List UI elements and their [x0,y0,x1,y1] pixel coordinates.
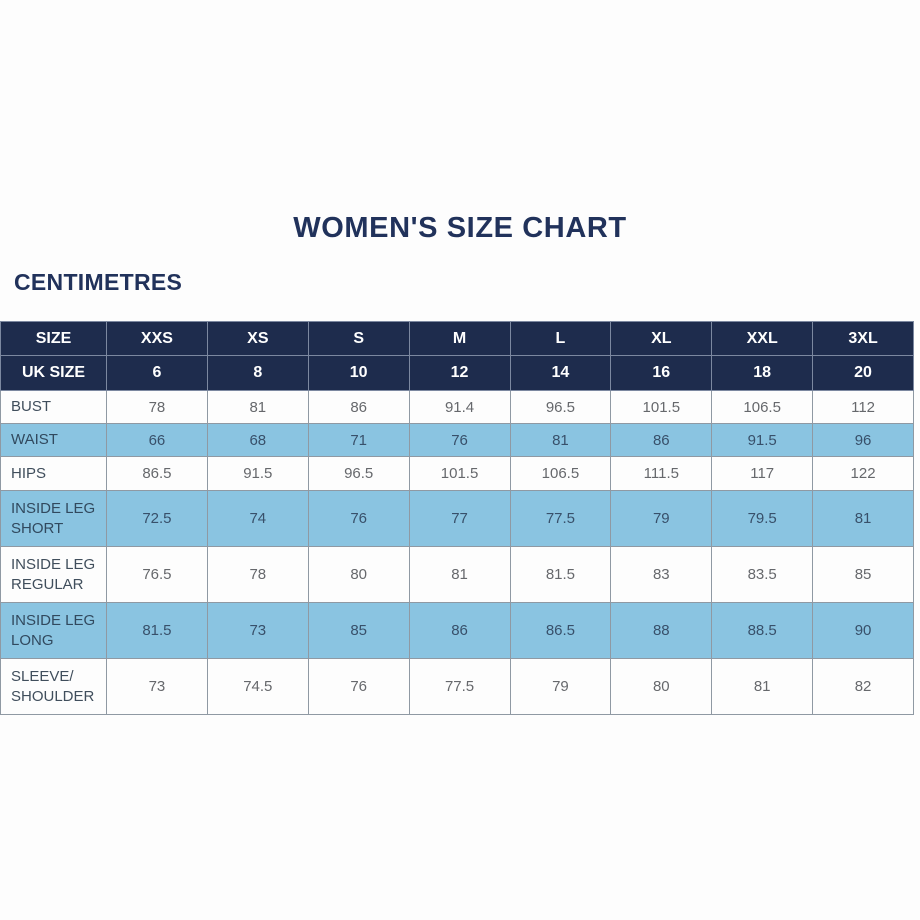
uk-size-cell: 6 [106,355,208,391]
uk-size-row: UK SIZE 6 8 10 12 14 16 18 20 [0,355,914,391]
size-col-header: M [408,321,511,356]
value-cell: 101.5 [408,456,511,491]
value-cell: 76 [307,658,410,715]
size-col-header: XXS [106,321,208,356]
table-row-sleeve-shoulder: SLEEVE/ SHOULDER 73 74.5 76 77.5 79 80 8… [0,658,914,715]
value-cell: 68 [206,423,309,457]
value-cell: 85 [812,546,914,603]
value-cell: 77 [408,490,511,547]
size-header-cell: SIZE [0,321,107,356]
value-cell: 76 [307,490,410,547]
value-cell: 79 [610,490,713,547]
value-cell: 112 [812,390,914,424]
value-cell: 73 [106,658,208,715]
row-label-cell: SLEEVE/ SHOULDER [0,658,107,715]
value-cell: 82 [812,658,914,715]
value-cell: 76 [408,423,511,457]
value-cell: 83.5 [711,546,814,603]
table-row-waist: WAIST 66 68 71 76 81 86 91.5 96 [0,423,914,457]
value-cell: 79.5 [711,490,814,547]
value-cell: 72.5 [106,490,208,547]
table-row-inside-leg-short: INSIDE LEG SHORT 72.5 74 76 77 77.5 79 7… [0,490,914,547]
value-cell: 78 [106,390,208,424]
value-cell: 71 [307,423,410,457]
value-cell: 96.5 [509,390,612,424]
value-cell: 86.5 [509,602,612,659]
value-cell: 90 [812,602,914,659]
value-cell: 101.5 [610,390,713,424]
value-cell: 81 [711,658,814,715]
value-cell: 106.5 [509,456,612,491]
uk-size-header-cell: UK SIZE [0,355,107,391]
uk-size-cell: 10 [307,355,410,391]
size-col-header: L [509,321,612,356]
row-label-cell: INSIDE LEG SHORT [0,490,107,547]
value-cell: 81 [509,423,612,457]
value-cell: 91.4 [408,390,511,424]
size-chart-table: SIZE XXS XS S M L XL XXL 3XL UK SIZE 6 8… [0,321,914,715]
uk-size-cell: 16 [610,355,713,391]
value-cell: 81 [812,490,914,547]
value-cell: 111.5 [610,456,713,491]
size-col-header: XXL [711,321,814,356]
uk-size-cell: 18 [711,355,814,391]
value-cell: 83 [610,546,713,603]
value-cell: 73 [206,602,309,659]
value-cell: 122 [812,456,914,491]
value-cell: 86 [408,602,511,659]
value-cell: 78 [206,546,309,603]
value-cell: 77.5 [408,658,511,715]
value-cell: 106.5 [711,390,814,424]
value-cell: 81 [408,546,511,603]
value-cell: 80 [610,658,713,715]
size-col-header: XS [206,321,309,356]
value-cell: 77.5 [509,490,612,547]
table-row-inside-leg-regular: INSIDE LEG REGULAR 76.5 78 80 81 81.5 83… [0,546,914,603]
unit-label: CENTIMETRES [14,269,183,295]
value-cell: 96.5 [307,456,410,491]
value-cell: 81.5 [509,546,612,603]
value-cell: 86.5 [106,456,208,491]
size-col-header: XL [610,321,713,356]
value-cell: 80 [307,546,410,603]
row-label-cell: INSIDE LEG REGULAR [0,546,107,603]
uk-size-cell: 8 [206,355,309,391]
value-cell: 66 [106,423,208,457]
size-col-header: 3XL [812,321,914,356]
value-cell: 86 [610,423,713,457]
value-cell: 74.5 [206,658,309,715]
value-cell: 79 [509,658,612,715]
row-label-cell: INSIDE LEG LONG [0,602,107,659]
value-cell: 76.5 [106,546,208,603]
value-cell: 85 [307,602,410,659]
uk-size-cell: 20 [812,355,914,391]
value-cell: 88.5 [711,602,814,659]
table-row-hips: HIPS 86.5 91.5 96.5 101.5 106.5 111.5 11… [0,456,914,491]
table-row-bust: BUST 78 81 86 91.4 96.5 101.5 106.5 112 [0,390,914,424]
value-cell: 117 [711,456,814,491]
value-cell: 91.5 [711,423,814,457]
size-col-header: S [307,321,410,356]
value-cell: 81 [206,390,309,424]
table-row-inside-leg-long: INSIDE LEG LONG 81.5 73 85 86 86.5 88 88… [0,602,914,659]
value-cell: 91.5 [206,456,309,491]
value-cell: 74 [206,490,309,547]
value-cell: 81.5 [106,602,208,659]
size-header-row: SIZE XXS XS S M L XL XXL 3XL [0,321,914,356]
uk-size-cell: 12 [408,355,511,391]
row-label-cell: WAIST [0,423,107,457]
row-label-cell: BUST [0,390,107,424]
page-title: WOMEN'S SIZE CHART [293,212,627,244]
value-cell: 86 [307,390,410,424]
value-cell: 88 [610,602,713,659]
value-cell: 96 [812,423,914,457]
uk-size-cell: 14 [509,355,612,391]
row-label-cell: HIPS [0,456,107,491]
